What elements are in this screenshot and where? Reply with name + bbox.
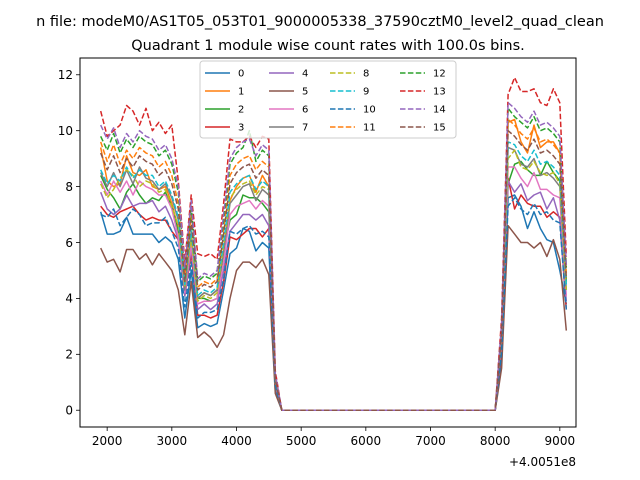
legend-label-11: 11 bbox=[363, 123, 376, 134]
y-tick-label: 12 bbox=[58, 68, 73, 82]
series-line-4 bbox=[100, 180, 568, 411]
legend-label-2: 2 bbox=[238, 105, 244, 116]
chart-suptitle: n file: modeM0/AS1T05_053T01_9000005338_… bbox=[36, 14, 604, 30]
y-tick-label: 2 bbox=[65, 348, 73, 362]
x-tick-label: 2000 bbox=[92, 434, 123, 448]
legend-label-15: 15 bbox=[433, 123, 446, 134]
x-tick-label: 5000 bbox=[286, 434, 317, 448]
plot-area: 2000 3000 4000 5000 6000 7000 8000 9000 0246810… bbox=[58, 57, 577, 448]
y-tick-label: 4 bbox=[65, 292, 73, 306]
x-tick-label: 9000 bbox=[545, 434, 576, 448]
series-line-12 bbox=[100, 107, 568, 411]
legend-label-12: 12 bbox=[433, 69, 446, 80]
x-axis-offset-label: +4.0051e8 bbox=[509, 455, 576, 469]
legend-label-1: 1 bbox=[238, 87, 244, 98]
legend-label-14: 14 bbox=[433, 105, 446, 116]
series-layer bbox=[99, 76, 568, 411]
x-tick-label: 3000 bbox=[157, 434, 188, 448]
series-line-5 bbox=[100, 224, 568, 411]
series-line-1 bbox=[99, 118, 568, 411]
legend-box bbox=[199, 60, 457, 139]
series-line-7 bbox=[100, 146, 568, 411]
series-line-0 bbox=[99, 194, 568, 411]
legend-label-13: 13 bbox=[433, 87, 446, 98]
y-tick-label: 0 bbox=[65, 404, 73, 418]
legend-label-4: 4 bbox=[302, 69, 308, 80]
y-tick-label: 8 bbox=[65, 180, 73, 194]
legend-label-5: 5 bbox=[302, 87, 308, 98]
series-line-11 bbox=[99, 118, 568, 411]
y-tick-label: 10 bbox=[58, 124, 73, 138]
series-line-6 bbox=[100, 166, 568, 411]
legend-label-7: 7 bbox=[302, 123, 308, 134]
y-axis-ticks: 0 2 4 6 8 10 12 bbox=[58, 68, 80, 418]
series-line-10 bbox=[100, 197, 568, 411]
legend-label-9: 9 bbox=[363, 87, 369, 98]
y-tick-label: 6 bbox=[65, 236, 73, 250]
legend-label-3: 3 bbox=[238, 123, 244, 134]
x-tick-label: 8000 bbox=[480, 434, 511, 448]
x-tick-label: 6000 bbox=[351, 434, 382, 448]
series-line-3 bbox=[100, 177, 568, 411]
series-line-14 bbox=[100, 101, 568, 411]
x-tick-label: 7000 bbox=[415, 434, 446, 448]
series-line-9 bbox=[100, 141, 568, 411]
legend-label-10: 10 bbox=[363, 105, 376, 116]
series-line-8 bbox=[100, 149, 568, 411]
series-line-15 bbox=[100, 129, 568, 411]
legend-label-0: 0 bbox=[238, 69, 244, 80]
chart-title: Quadrant 1 module wise count rates with … bbox=[131, 38, 525, 54]
x-tick-label: 4000 bbox=[221, 434, 252, 448]
legend-label-6: 6 bbox=[302, 105, 308, 116]
series-line-13 bbox=[99, 76, 568, 411]
x-axis-ticks: 2000 3000 4000 5000 6000 7000 8000 9000 bbox=[92, 427, 575, 448]
legend-label-8: 8 bbox=[363, 69, 369, 80]
